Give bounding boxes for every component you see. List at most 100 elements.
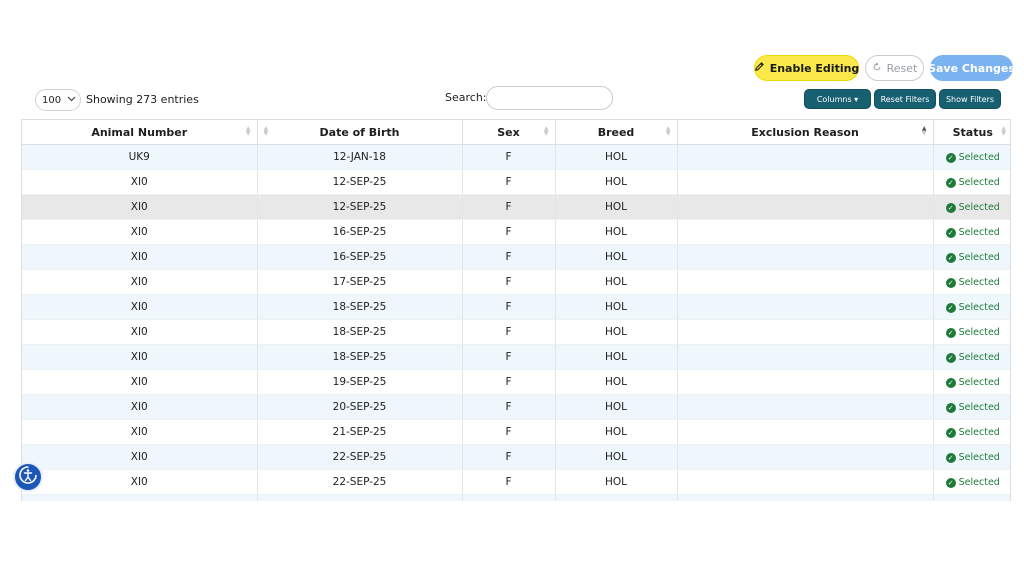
status-badge: ✓ Selected <box>945 402 1000 413</box>
cell-exclusion-reason <box>677 419 934 445</box>
table-row[interactable]: XI0 17-SEP-25 F HOL ✓ Selected <box>22 269 1010 295</box>
column-header-label: Exclusion Reason <box>751 125 859 139</box>
cell-sex: F <box>462 169 556 195</box>
cell-animal-number: XI0 <box>22 244 258 270</box>
status-label: Selected <box>958 302 1000 314</box>
cell-sex: F <box>462 344 556 370</box>
cell-breed: HOL <box>555 369 678 395</box>
status-label: Selected <box>958 202 1000 214</box>
table-row[interactable]: XI0 16-SEP-25 F HOL ✓ Selected <box>22 244 1010 270</box>
cell-animal-number: XI0 <box>22 394 258 420</box>
table-row[interactable]: XI0 12-SEP-25 F HOL ✓ Selected <box>22 169 1010 195</box>
column-header-date-of-birth[interactable]: ▲ ▼ Date of Birth <box>257 119 463 145</box>
table-row[interactable]: XI0 18-SEP-25 F HOL ✓ Selected <box>22 319 1010 345</box>
table-row[interactable]: ✓Selected <box>22 494 1010 501</box>
cell-status: ✓Selected <box>933 369 1010 395</box>
cell-date-of-birth: 16-SEP-25 <box>257 219 463 245</box>
cell-date-of-birth: 18-SEP-25 <box>257 294 463 320</box>
check-circle-icon: ✓ <box>945 177 956 188</box>
cell-status: ✓Selected <box>933 394 1010 420</box>
status-label: Selected <box>958 452 1000 464</box>
status-label: Selected <box>958 427 1000 439</box>
column-header-sex[interactable]: Sex ▲ ▼ <box>462 119 556 145</box>
column-header-label: Date of Birth <box>319 125 400 139</box>
status-label: Selected <box>958 152 1000 164</box>
column-header-label: Animal Number <box>91 125 188 139</box>
enable-editing-label: Enable Editing <box>769 61 860 75</box>
column-header-animal-number[interactable]: Animal Number ▲ ▼ <box>22 119 258 145</box>
cell-animal-number: UK9 <box>22 144 258 170</box>
cell-exclusion-reason <box>677 244 934 270</box>
status-badge: ✓ Selected <box>945 327 1000 339</box>
status-badge: ✓ Selected <box>945 277 1000 289</box>
status-label: Selected <box>958 227 1000 239</box>
table-row[interactable]: XI0 18-SEP-25 F HOL ✓ Selected <box>22 344 1010 370</box>
cell-date-of-birth: 17-SEP-25 <box>257 269 463 295</box>
cell-animal-number: XI0 <box>22 219 258 245</box>
cell-date-of-birth: 12-SEP-25 <box>257 169 463 195</box>
cell-animal-number: XI0 <box>22 269 258 295</box>
check-circle-icon: ✓ <box>945 202 956 213</box>
column-header-breed[interactable]: Breed ▲ ▼ <box>555 119 678 145</box>
status-label: Selected <box>958 252 1000 264</box>
check-circle-icon: ✓ <box>945 352 956 363</box>
cell-animal-number: XI0 <box>22 344 258 370</box>
cell-breed: HOL <box>555 144 678 170</box>
table-row[interactable]: XI0 22-SEP-25 F HOL ✓ Selected <box>22 444 1010 470</box>
table-row[interactable]: XI0 20-SEP-25 F HOL ✓ Selected <box>22 394 1010 420</box>
cell-animal-number <box>22 494 258 501</box>
sort-icon: ▲ ▼ <box>665 125 671 137</box>
save-changes-button[interactable]: Save Changes <box>928 55 1015 81</box>
show-filters-button[interactable]: Show Filters <box>939 89 1001 109</box>
status-label: Selected <box>958 277 1000 289</box>
cell-exclusion-reason <box>677 394 934 420</box>
cell-breed: HOL <box>555 344 678 370</box>
table-row[interactable]: XI0 12-SEP-25 F HOL ✓ Selected <box>22 194 1010 220</box>
refresh-icon <box>872 61 882 75</box>
accessibility-button[interactable] <box>13 462 43 492</box>
check-circle-icon: ✓ <box>945 477 956 488</box>
cell-date-of-birth: 21-SEP-25 <box>257 419 463 445</box>
check-circle-icon: ✓ <box>945 402 956 413</box>
column-header-status[interactable]: Status ▲ ▼ <box>933 119 1010 145</box>
cell-sex: F <box>462 319 556 345</box>
table-row[interactable]: XI0 18-SEP-25 F HOL ✓ Selected <box>22 294 1010 320</box>
animals-table-container[interactable]: Animal Number ▲ ▼ ▲ ▼ Date of Birth Sex ▲ ▼… <box>21 119 1011 501</box>
table-body: UK9 12-JAN-18 F HOL ✓ Selected XI0 12-SEP-25 F HO… <box>22 144 1010 501</box>
cell-status: ✓Selected <box>933 344 1010 370</box>
table-row[interactable]: UK9 12-JAN-18 F HOL ✓ Selected <box>22 144 1010 170</box>
columns-button[interactable]: Columns ▾ <box>804 89 871 109</box>
cell-sex: F <box>462 194 556 220</box>
status-label: Selected <box>958 327 1000 339</box>
cell-status: ✓Selected <box>933 244 1010 270</box>
cell-animal-number: XI0 <box>22 194 258 220</box>
check-circle-icon: ✓ <box>945 377 956 388</box>
cell-exclusion-reason <box>677 169 934 195</box>
page-length-select[interactable]: 100 <box>35 89 81 111</box>
editing-toolbar: Enable Editing Reset Save Changes <box>754 55 1015 81</box>
reset-label: Reset <box>886 61 918 75</box>
cell-date-of-birth: 19-SEP-25 <box>257 369 463 395</box>
table-controls: 100 Showing 273 entries Search: Columns … <box>35 86 1001 112</box>
cell-date-of-birth: 22-SEP-25 <box>257 444 463 470</box>
reset-filters-button[interactable]: Reset Filters <box>874 89 936 109</box>
cell-animal-number: XI0 <box>22 169 258 195</box>
table-row[interactable]: XI0 16-SEP-25 F HOL ✓ Selected <box>22 219 1010 245</box>
table-row[interactable]: XI0 22-SEP-25 F HOL ✓ Selected <box>22 469 1010 495</box>
reset-button[interactable]: Reset <box>865 55 924 81</box>
cell-exclusion-reason <box>677 469 934 495</box>
cell-status: ✓Selected <box>933 194 1010 220</box>
status-label: Selected <box>958 377 1000 389</box>
cell-date-of-birth: 20-SEP-25 <box>257 394 463 420</box>
search-input[interactable] <box>486 86 613 110</box>
cell-sex: F <box>462 394 556 420</box>
table-row[interactable]: XI0 21-SEP-25 F HOL ✓ Selected <box>22 419 1010 445</box>
table-row[interactable]: XI0 19-SEP-25 F HOL ✓ Selected <box>22 369 1010 395</box>
enable-editing-button[interactable]: Enable Editing <box>754 55 859 81</box>
check-circle-icon: ✓ <box>945 327 956 338</box>
check-circle-icon: ✓ <box>945 427 956 438</box>
cell-status: ✓Selected <box>933 219 1010 245</box>
cell-status: ✓Selected <box>933 469 1010 495</box>
cell-animal-number: XI0 <box>22 369 258 395</box>
column-header-exclusion-reason[interactable]: Exclusion Reason ▲ ▼ <box>677 119 934 145</box>
